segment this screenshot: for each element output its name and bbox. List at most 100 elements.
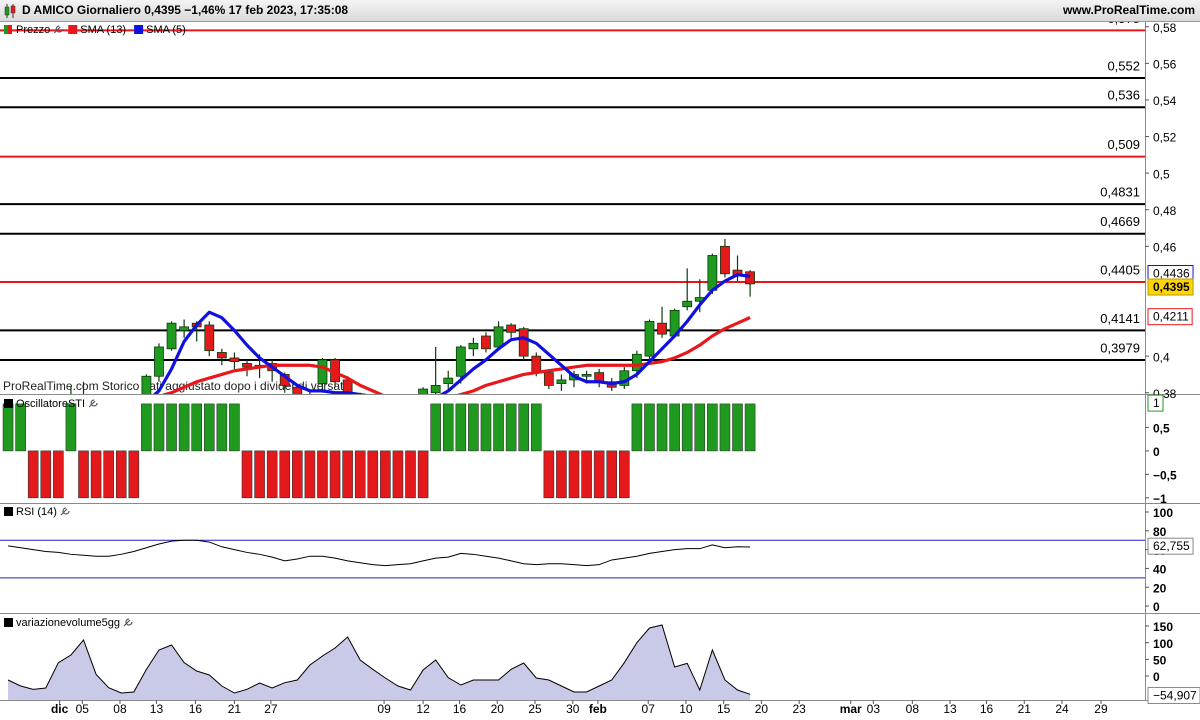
sma5-value: 0,4436: [1153, 267, 1190, 281]
x-tick-label: dic: [51, 702, 69, 716]
oscillator-bar: [631, 403, 643, 452]
legend-swatch: [4, 399, 13, 408]
x-tick-label: 29: [1094, 702, 1108, 716]
candle-body: [720, 245, 730, 275]
y-tick-label: 0,56: [1153, 58, 1177, 72]
legend-label: RSI (14): [16, 506, 57, 518]
candle-body: [381, 407, 390, 409]
oscillator-bar: [241, 450, 253, 499]
oscillator-bar: [266, 450, 278, 499]
y-tick-label: 20: [1153, 581, 1167, 595]
oscillator-bar: [78, 450, 89, 499]
candle-body: [518, 328, 529, 357]
header-icon: [4, 4, 16, 18]
y-tick-label: 0,54: [1153, 94, 1177, 108]
y-tick-label: −0,5: [1153, 469, 1177, 483]
oscillator-bar: [128, 450, 140, 499]
oscillator-bar: [279, 450, 291, 499]
sma13-value: 0,4211: [1153, 310, 1189, 324]
candle-body: [531, 355, 542, 373]
oscillator-bar: [166, 403, 177, 452]
x-tick-label: 30: [566, 702, 580, 716]
settings-icon: [60, 507, 70, 516]
rsi-plot: [0, 539, 1145, 579]
candle-body: [430, 384, 441, 394]
candle-body: [141, 375, 152, 394]
rsi-value-box: [1147, 537, 1194, 555]
oscillator-bar: [681, 403, 693, 452]
oscillator-bar: [90, 450, 102, 499]
x-tick-label: 13: [943, 702, 957, 716]
level-label: 0,4831: [1100, 185, 1140, 200]
candle-body: [418, 388, 428, 394]
legend-swatch: [4, 618, 13, 627]
y-tick-label: 0: [1153, 600, 1160, 614]
oscillator-bar: [292, 450, 303, 499]
legend-label: Prezzo: [16, 24, 50, 36]
x-tick-label: 20: [491, 702, 505, 716]
oscillator-bar: [505, 403, 517, 452]
rsi-value: 62,755: [1153, 539, 1190, 553]
oscillator-bar: [530, 403, 542, 452]
oscillator-bar: [707, 403, 718, 452]
oscillator-bar: [669, 403, 680, 452]
candle-body: [543, 372, 554, 386]
volume-area: [8, 625, 751, 700]
oscillator-bar: [556, 450, 567, 499]
oscillator-bar: [203, 403, 215, 452]
candle-body: [216, 352, 227, 359]
oscillator-bar: [317, 450, 328, 499]
y-tick-label: 0: [1153, 445, 1160, 459]
level-label: 0,4669: [1100, 214, 1140, 229]
x-tick-label: 16: [980, 702, 994, 716]
level-label: 0,552: [1107, 58, 1140, 73]
oscillator-bar: [27, 450, 39, 499]
candle-body: [657, 322, 667, 335]
oscillator-bar: [694, 403, 706, 452]
candle-body: [443, 377, 454, 384]
x-tick-label: 16: [189, 702, 203, 716]
x-tick-label: 09: [377, 702, 391, 716]
candle-body: [682, 300, 693, 308]
oscillator-value: 1: [1153, 396, 1160, 410]
oscillator-bar: [15, 403, 26, 452]
oscillator-bar: [593, 450, 605, 499]
x-tick-label: feb: [589, 702, 607, 716]
oscillator-bar: [216, 403, 228, 452]
legend-swatch: [8, 25, 12, 34]
x-tick-label: 21: [1018, 702, 1032, 716]
header-brand[interactable]: www.ProRealTime.com: [1062, 3, 1195, 17]
candle-body: [506, 324, 517, 333]
oscillator-bar: [417, 450, 429, 499]
oscillator-bar: [619, 450, 630, 499]
x-tick-label: 13: [150, 702, 164, 716]
oscillator-bar: [153, 403, 165, 452]
oscillator-bar: [40, 450, 52, 499]
oscillator-bar: [178, 403, 190, 452]
x-tick-label: 27: [264, 702, 278, 716]
x-tick-label: 05: [76, 702, 90, 716]
oscillator-bar: [468, 403, 479, 452]
y-tick-label: 50: [1153, 654, 1167, 668]
x-tick-label: 21: [228, 702, 242, 716]
candle-body: [581, 374, 592, 377]
candle-body: [342, 379, 353, 394]
oscillator-bar: [732, 403, 743, 452]
y-tick-label: 0: [1153, 670, 1160, 684]
header-title: D AMICO Giornaliero 0,4395 −1,46% 17 feb…: [22, 3, 348, 17]
volume-plot: [7, 624, 751, 700]
oscillator-bar: [53, 450, 64, 499]
x-tick-label: 16: [453, 702, 467, 716]
volume-line: [7, 624, 751, 695]
oscillator-bar: [354, 450, 366, 499]
y-tick-label: 150: [1153, 620, 1173, 634]
x-tick-label: 23: [792, 702, 806, 716]
x-tick-label: 15: [717, 702, 731, 716]
candle-body: [356, 395, 365, 404]
oscillator-bar: [254, 450, 265, 499]
oscillator-bar: [65, 403, 77, 452]
oscillator-value-box: [1147, 394, 1164, 412]
settings-icon: [123, 618, 133, 627]
candle-body: [204, 324, 215, 352]
